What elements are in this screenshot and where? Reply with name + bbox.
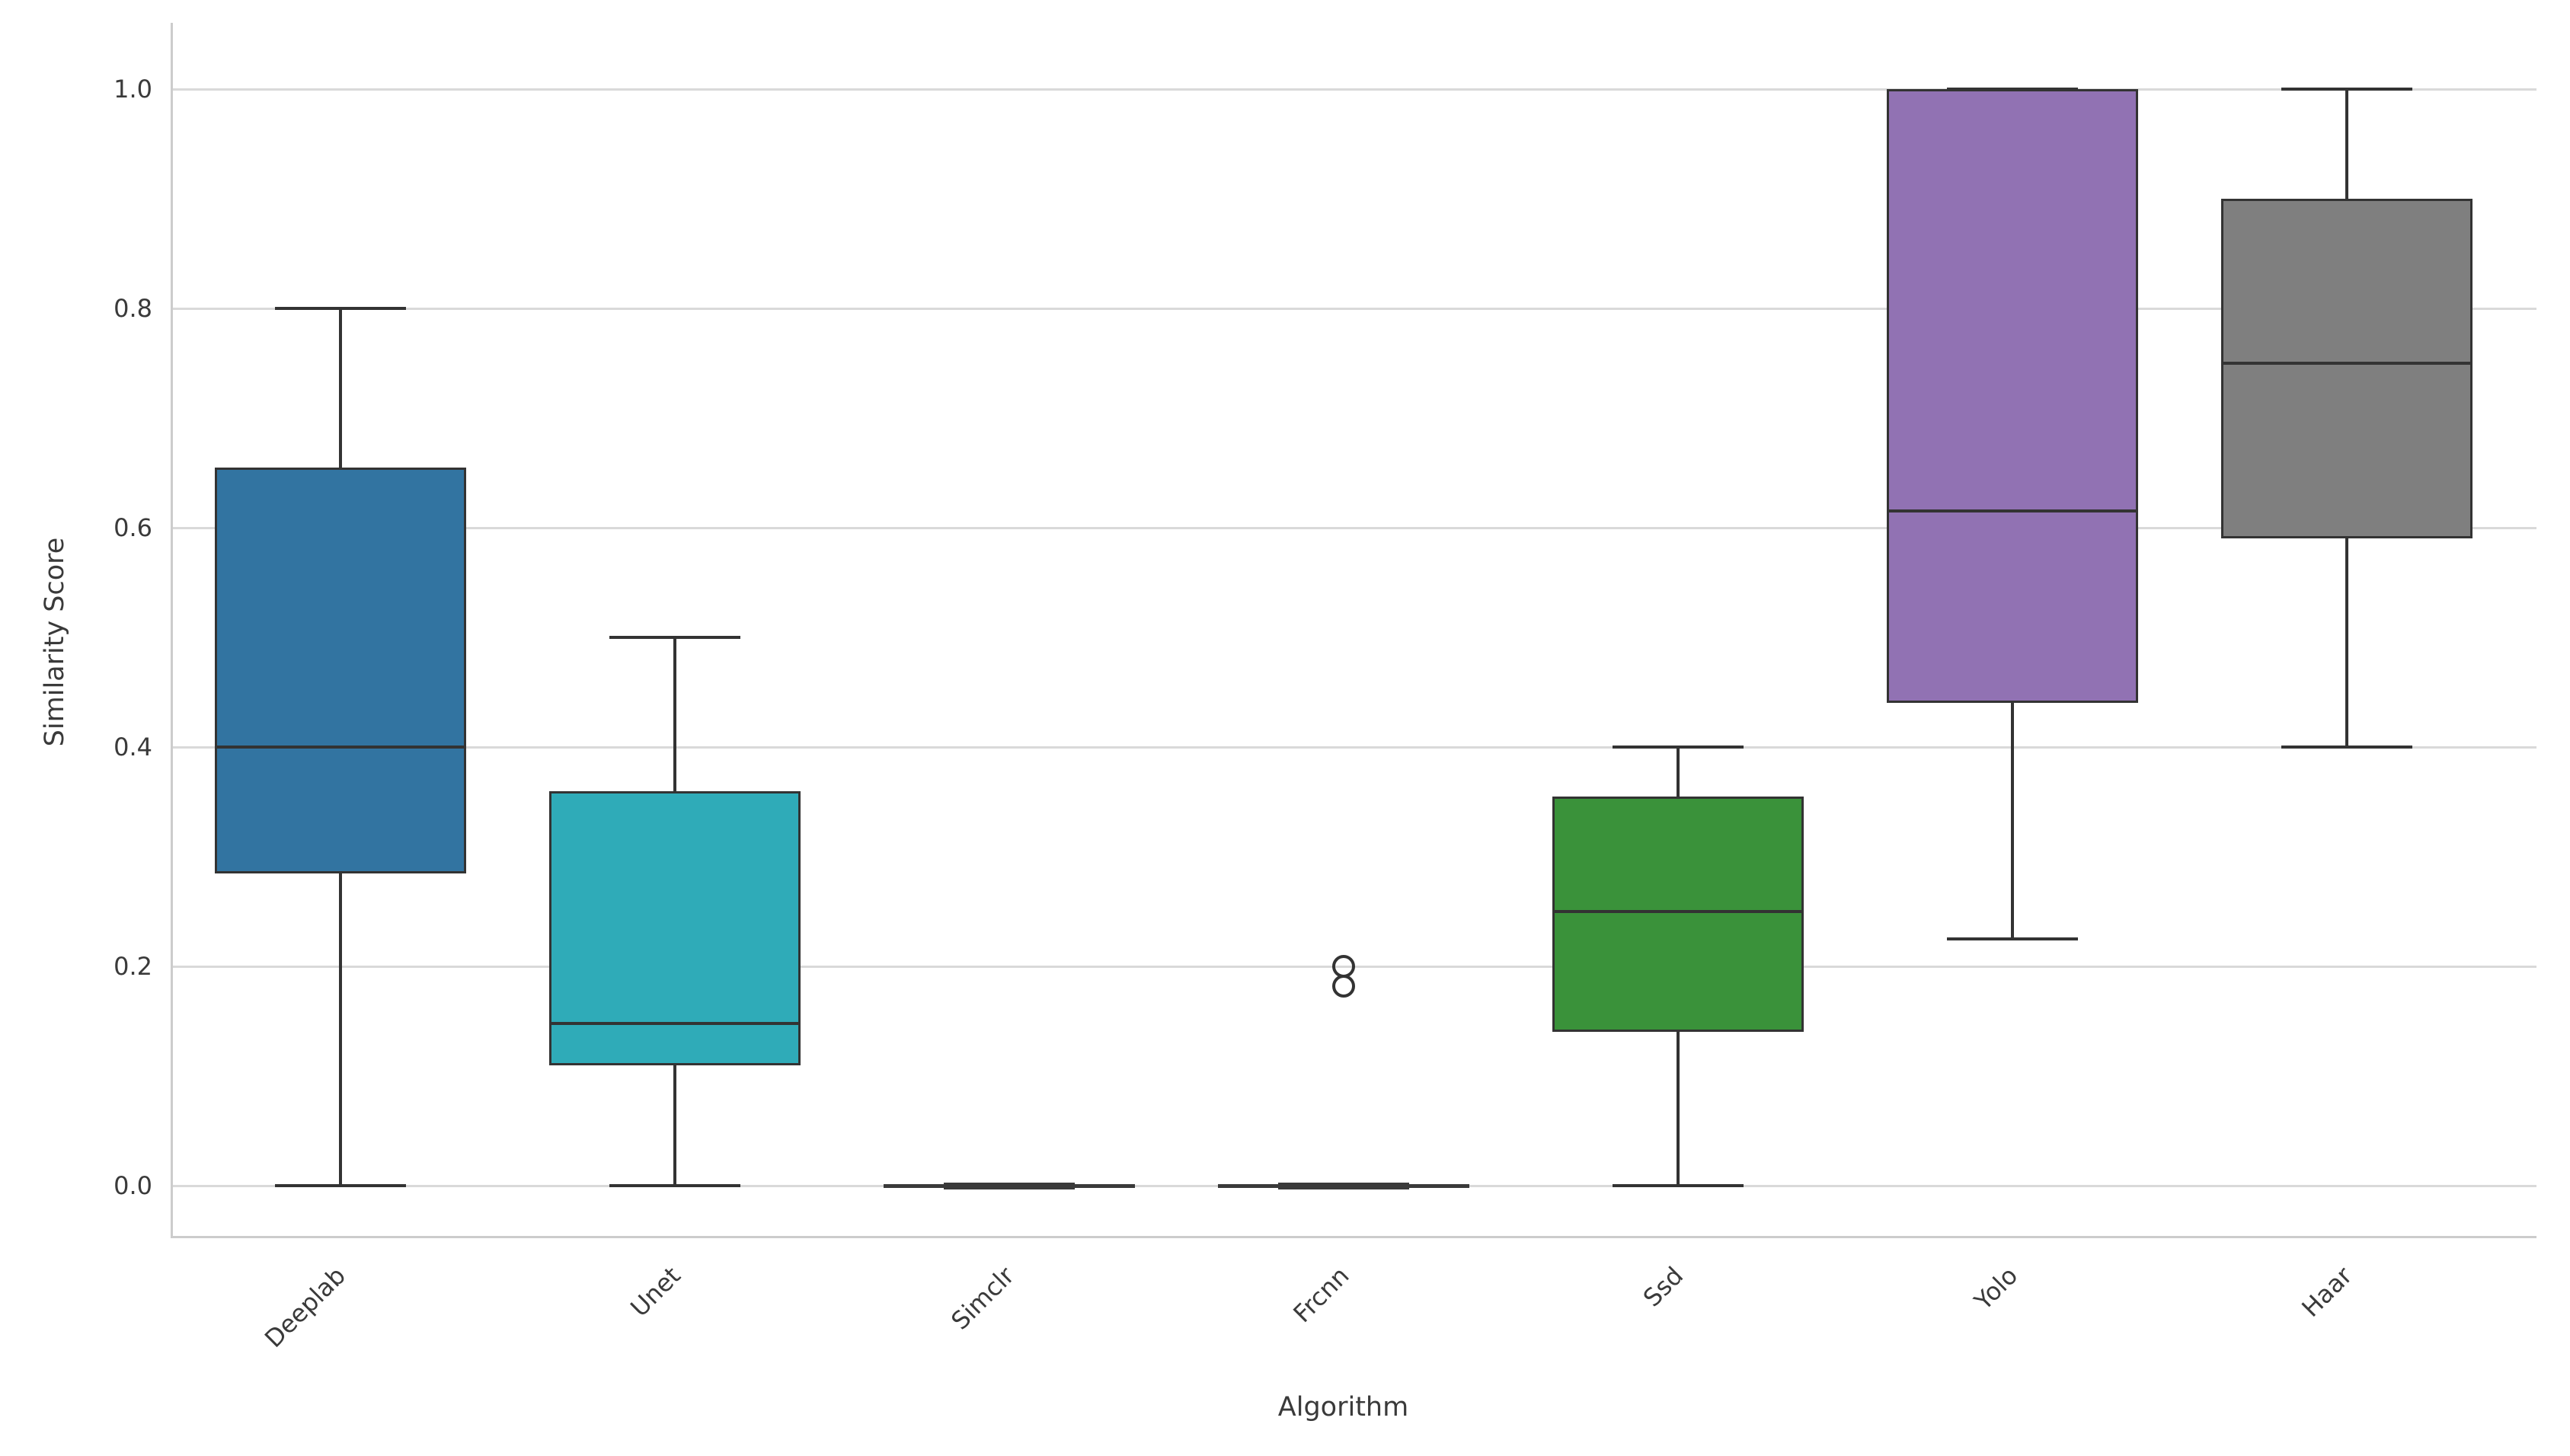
whisker-cap-max-unet <box>609 636 740 639</box>
whisker-cap-max-ssd <box>1612 746 1744 749</box>
y-tick-label: 0.8 <box>113 294 152 323</box>
box-yolo <box>1886 89 2138 704</box>
x-tick-label-simclr: Simclr <box>945 1261 1021 1336</box>
median-haar <box>2223 362 2470 365</box>
gridline-y-1.0 <box>173 88 2536 91</box>
whisker-cap-max-yolo <box>1946 88 2078 91</box>
whisker-cap-min-deeplab <box>274 1184 406 1187</box>
whisker-cap-min-ssd <box>1612 1184 1744 1187</box>
gridline-y-0.8 <box>173 307 2536 310</box>
box-haar <box>2220 199 2473 539</box>
x-tick-label-haar: Haar <box>2296 1261 2358 1323</box>
median-ssd <box>1554 910 1801 913</box>
box-deeplab <box>214 467 466 873</box>
gridline-y-0.2 <box>173 965 2536 968</box>
median-unet <box>551 1021 798 1025</box>
whisker-cap-min-yolo <box>1946 937 2078 940</box>
y-axis-spine <box>171 23 173 1238</box>
x-tick-label-ssd: Ssd <box>1637 1261 1689 1313</box>
x-axis-spine <box>171 1236 2536 1238</box>
median-yolo <box>1888 509 2136 513</box>
box-ssd <box>1552 796 1804 1033</box>
gridline-y-0.6 <box>173 526 2536 529</box>
y-axis-title: Similarity Score <box>40 537 70 747</box>
whisker-cap-min-haar <box>2281 746 2412 749</box>
box-simclr-collapsed-core <box>943 1182 1075 1189</box>
median-deeplab <box>216 746 464 749</box>
whisker-cap-max-deeplab <box>274 307 406 310</box>
box-unet <box>548 790 801 1065</box>
whisker-cap-max-haar <box>2281 88 2412 91</box>
x-axis-title: Algorithm <box>1277 1392 1409 1422</box>
y-tick-label: 0.0 <box>113 1171 152 1200</box>
gridline-y-0.4 <box>173 746 2536 749</box>
x-tick-label-frcnn: Frcnn <box>1287 1261 1355 1329</box>
x-tick-label-yolo: Yolo <box>1968 1261 2024 1316</box>
y-tick-label: 1.0 <box>113 75 152 104</box>
box-frcnn-collapsed-core <box>1277 1182 1409 1189</box>
outlier-frcnn-1 <box>1331 974 1355 998</box>
x-tick-label-deeplab: Deeplab <box>259 1261 352 1354</box>
y-tick-label: 0.6 <box>113 513 152 542</box>
y-tick-label: 0.2 <box>113 952 152 981</box>
y-tick-label: 0.4 <box>113 733 152 762</box>
whisker-cap-min-unet <box>609 1184 740 1187</box>
x-tick-label-unet: Unet <box>624 1261 686 1323</box>
